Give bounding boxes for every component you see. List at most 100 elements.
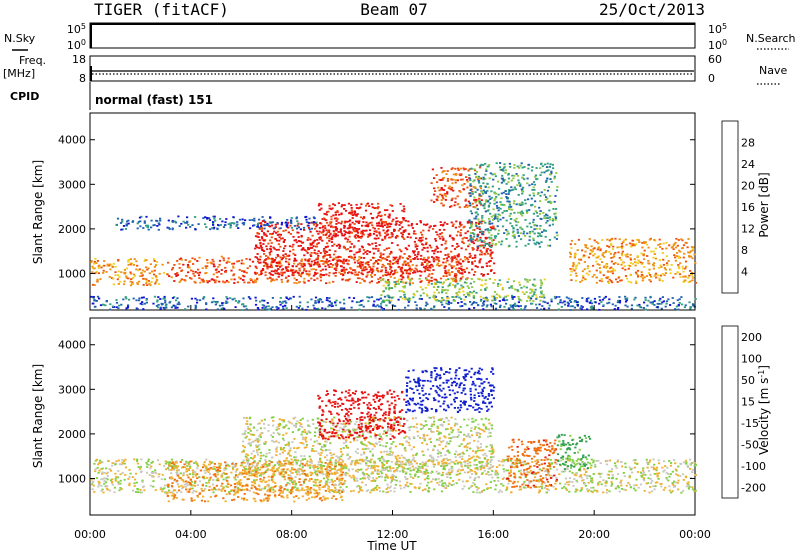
data-cell (569, 309, 572, 311)
data-cell (186, 216, 189, 219)
data-cell (506, 233, 509, 236)
data-cell (111, 483, 114, 486)
data-cell (690, 246, 694, 248)
data-cell (520, 210, 523, 213)
y-tick-label: 1000 (58, 267, 86, 280)
data-cell (426, 465, 429, 468)
data-cell (391, 242, 394, 244)
data-cell (220, 474, 223, 477)
data-cell (233, 297, 236, 300)
data-cell (665, 300, 669, 303)
data-cell (133, 258, 136, 260)
data-cell (462, 188, 465, 190)
data-cell (391, 210, 394, 212)
data-cell (652, 468, 656, 471)
data-cell (177, 215, 180, 218)
data-cell (491, 222, 494, 225)
data-cell (455, 174, 458, 176)
data-cell (491, 242, 494, 245)
data-cell (434, 224, 437, 227)
data-cell (344, 209, 348, 212)
data-cell (300, 258, 303, 261)
data-cell (315, 252, 318, 255)
data-cell (133, 273, 136, 276)
data-cell (350, 268, 353, 270)
data-cell (454, 286, 457, 289)
data-cell (328, 240, 331, 242)
data-cell (371, 203, 374, 206)
data-cell (441, 303, 444, 306)
data-cell (165, 306, 168, 309)
data-cell (595, 281, 598, 284)
data-cell (476, 178, 480, 181)
data-cell (491, 185, 494, 188)
data-cell (318, 263, 321, 266)
data-cell (557, 302, 560, 305)
data-cell (403, 210, 406, 213)
data-cell (455, 292, 458, 295)
data-cell (643, 471, 646, 474)
data-cell (267, 469, 270, 472)
data-cell (599, 476, 602, 478)
data-cell (481, 215, 484, 217)
data-cell (346, 248, 350, 250)
data-cell (352, 228, 355, 231)
data-cell (329, 256, 332, 259)
data-cell (276, 461, 279, 464)
data-cell (454, 256, 457, 259)
data-cell (417, 476, 420, 478)
data-cell (145, 278, 148, 281)
data-cell (361, 269, 364, 272)
data-cell (488, 221, 491, 224)
data-cell (373, 261, 376, 264)
data-cell (349, 223, 352, 226)
data-cell (100, 266, 103, 269)
data-cell (384, 271, 387, 274)
data-cell (466, 471, 470, 474)
data-cell (93, 267, 96, 270)
data-cell (270, 224, 274, 227)
data-cell (466, 206, 469, 208)
data-cell (675, 255, 679, 257)
data-cell (375, 245, 378, 247)
data-cell (451, 271, 454, 273)
data-cell (489, 212, 492, 215)
data-cell (386, 223, 389, 225)
data-cell (638, 241, 641, 243)
data-cell (335, 227, 339, 230)
data-cell (368, 229, 372, 232)
data-cell (544, 235, 547, 238)
data-cell (358, 258, 361, 261)
data-cell (146, 284, 149, 286)
data-cell (674, 259, 677, 262)
data-cell (458, 173, 461, 176)
data-cell (549, 195, 552, 197)
data-cell (407, 304, 410, 307)
data-cell (484, 186, 487, 188)
data-cell (488, 236, 491, 239)
data-cell (358, 220, 361, 223)
data-cell (399, 470, 402, 473)
data-cell (538, 303, 541, 306)
data-cell (334, 275, 337, 277)
data-cell (367, 467, 370, 470)
data-cell (486, 182, 489, 185)
data-cell (106, 485, 109, 487)
data-cell (459, 167, 462, 170)
data-cell (298, 305, 301, 307)
data-cell (371, 206, 374, 209)
data-cell (385, 274, 388, 277)
data-cell (665, 241, 668, 244)
data-cell (471, 268, 474, 271)
data-cell (384, 237, 387, 240)
data-cell (647, 272, 651, 274)
data-cell (359, 486, 363, 489)
data-cell (390, 478, 393, 481)
data-cell (598, 264, 601, 266)
data-cell (166, 467, 170, 469)
data-cell (295, 269, 298, 272)
data-cell (371, 256, 375, 259)
data-cell (351, 217, 354, 219)
data-cell (399, 222, 403, 224)
data-cell (439, 221, 442, 223)
